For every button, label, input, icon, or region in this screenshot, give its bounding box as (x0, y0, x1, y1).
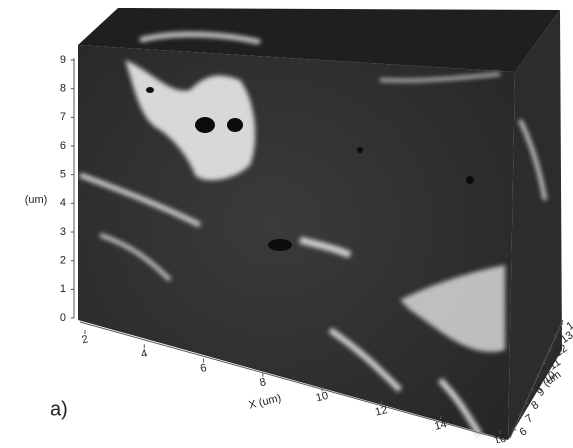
x-tick-label: 12 (374, 404, 389, 419)
x-tick-label: 2 (81, 333, 90, 346)
z-axis-label: (um) (25, 194, 48, 206)
z-tick-label: 6 (60, 140, 66, 152)
x-tick-label: 6 (199, 362, 208, 375)
y-tick-label: 6 (518, 425, 530, 438)
x-axis-label: X (um) (248, 392, 283, 412)
page: {"panel_label": "a)", "axes": { "z": {"l… (0, 0, 573, 443)
y-tick-label: 7 (523, 412, 535, 425)
volume-figure: (um) X (um) Y (um a) 0123456789246810121… (0, 0, 573, 443)
z-tick-label: 3 (60, 226, 66, 238)
z-tick-label: 7 (60, 111, 66, 123)
panel-label: a) (50, 398, 68, 420)
z-tick-label: 2 (60, 255, 66, 267)
y-tick-label: 8 (529, 399, 541, 412)
z-tick-label: 0 (60, 312, 66, 324)
z-tick-label: 1 (60, 283, 66, 295)
z-axis: (um) (25, 58, 74, 318)
x-tick-label: 8 (258, 376, 267, 389)
x-tick-label: 10 (315, 390, 330, 405)
volume-render (78, 8, 562, 440)
z-tick-label: 5 (60, 169, 66, 181)
z-tick-label: 8 (60, 83, 66, 95)
z-tick-label: 9 (60, 54, 66, 66)
z-tick-label: 4 (60, 197, 66, 209)
x-tick-label: 4 (140, 348, 149, 361)
